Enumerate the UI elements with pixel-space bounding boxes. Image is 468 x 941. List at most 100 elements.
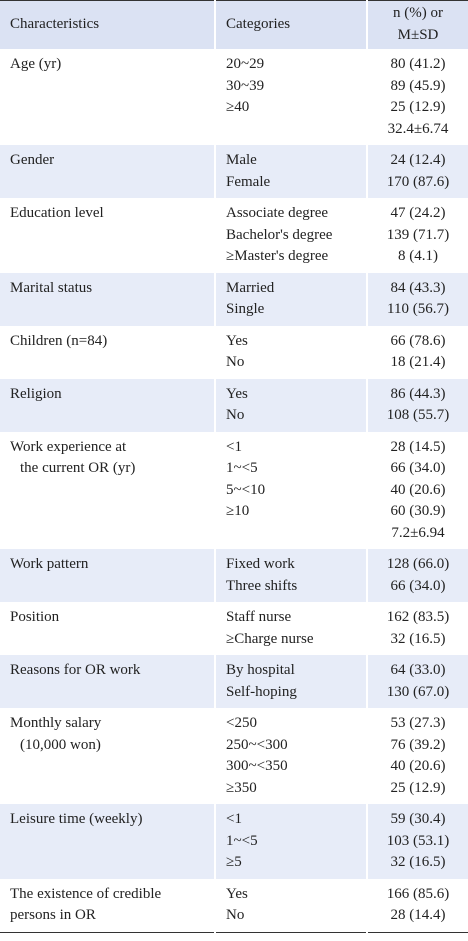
cell-line: 80 (41.2) [390, 56, 446, 72]
cell-line: 25 (12.9) [390, 779, 446, 796]
characteristic-cell: Reasons for OR work [0, 655, 215, 708]
cell-line: Bachelor's degree [226, 226, 333, 243]
table-row: Leisure time (weekly) <1 1~<5 ≥5 59 (30.4) 10… [0, 804, 468, 879]
characteristic-cell: Children (n=84) [0, 326, 215, 379]
cell-line: ≥40 [226, 99, 250, 115]
cell-line: Female [226, 173, 271, 190]
cell-line: the current OR (yr) [20, 460, 136, 476]
cell-line: ≥Master's degree [226, 248, 329, 264]
table-row: Work experience at the current OR (yr) <1 1… [0, 431, 468, 550]
characteristic-cell: Religion [0, 378, 215, 432]
table-row: Marital status Married Single 84 (43.3) 110 … [0, 272, 468, 326]
cell-line: persons in OR [10, 907, 96, 923]
characteristic-cell: Marital status [0, 272, 215, 326]
header-row: Characteristics Categories n (%) or M±SD [0, 0, 468, 49]
cell-line: 32 (16.5) [390, 630, 446, 647]
characteristic-cell: Leisure time (weekly) [0, 804, 215, 879]
header-line: M±SD [397, 26, 439, 43]
value-cell: 162 (83.5) 32 (16.5) [366, 602, 468, 655]
cell-line: No [226, 354, 245, 370]
cell-line: ≥Charge nurse [226, 630, 314, 647]
cell-line: Yes [226, 885, 248, 902]
cell-line: Male [226, 152, 257, 168]
category-cell: Yes No [214, 878, 367, 932]
cell-line: 30~39 [226, 77, 265, 94]
cell-line: 130 (67.0) [386, 683, 450, 700]
cell-line: 1~<5 [226, 460, 258, 476]
cell-line: Position [10, 609, 60, 625]
characteristic-cell: Monthly salary (10,000 won) [0, 708, 215, 804]
value-cell: 84 (43.3) 110 (56.7) [366, 272, 468, 326]
cell-line: 5~<10 [226, 481, 266, 498]
cell-line: Monthly salary [10, 715, 102, 731]
characteristic-cell: Work pattern [0, 549, 215, 602]
characteristic-cell: Gender [0, 145, 215, 198]
cell-line: Self-hoping [226, 683, 297, 700]
cell-line: <1 [226, 811, 242, 827]
cell-line: 128 (66.0) [386, 556, 450, 572]
characteristic-cell: Work experience at the current OR (yr) [0, 432, 215, 550]
cell-line: 86 (44.3) [390, 385, 446, 402]
header-cell: Characteristics [0, 0, 215, 49]
table-body: Age (yr) 20~29 30~39 ≥40 80 (41.2) 89 (45.9) 2… [0, 49, 468, 932]
cell-line: 139 (71.7) [386, 226, 450, 243]
cell-line: 84 (43.3) [390, 279, 446, 296]
cell-line: Religion [10, 385, 62, 402]
cell-line: 32.4±6.74 [387, 120, 449, 137]
cell-line: 40 (20.6) [390, 481, 446, 498]
cell-line: No [226, 407, 245, 423]
value-cell: 53 (27.3) 76 (39.2) 40 (20.6) 25 (12.9) [366, 708, 468, 804]
characteristic-cell: Age (yr) [0, 49, 215, 145]
cell-line: 162 (83.5) [386, 609, 450, 625]
table-row: Monthly salary (10,000 won) <250 250~<300 30… [0, 708, 468, 804]
cell-line: 76 (39.2) [390, 736, 446, 753]
category-cell: <250 250~<300 300~<350 ≥350 [214, 708, 367, 804]
cell-line: 60 (30.9) [390, 503, 446, 519]
table-row: Reasons for OR work By hospital Self-hopin… [0, 655, 468, 708]
cell-line: 108 (55.7) [386, 407, 450, 423]
category-cell: 20~29 30~39 ≥40 [214, 49, 367, 145]
cell-line: Fixed work [226, 556, 295, 572]
cell-line: 28 (14.4) [390, 907, 446, 923]
category-cell: Staff nurse ≥Charge nurse [214, 602, 367, 655]
value-cell: 64 (33.0) 130 (67.0) [366, 655, 468, 708]
value-cell: 86 (44.3) 108 (55.7) [366, 378, 468, 432]
header-cell: Categories [214, 0, 367, 49]
cell-line: 103 (53.1) [386, 832, 450, 849]
table-row: Education level Associate degree Bachelor'… [0, 198, 468, 273]
cell-line: 53 (27.3) [390, 715, 446, 731]
cell-line: (10,000 won) [20, 736, 101, 753]
cell-line: 66 (34.0) [390, 577, 446, 594]
cell-line: ≥350 [226, 779, 257, 796]
cell-line: 40 (20.6) [390, 758, 446, 774]
characteristic-cell: Education level [0, 198, 215, 273]
value-cell: 24 (12.4) 170 (87.6) [366, 145, 468, 198]
cell-line: 59 (30.4) [390, 811, 446, 827]
cell-line: 47 (24.2) [390, 205, 446, 221]
table-row: Work pattern Fixed work Three shifts 128 (6… [0, 549, 468, 602]
cell-line: Reasons for OR work [10, 662, 141, 678]
cell-line: 28 (14.5) [390, 438, 446, 455]
category-cell: Male Female [214, 145, 367, 198]
value-cell: 166 (85.6) 28 (14.4) [366, 878, 468, 932]
header-cell: n (%) or M±SD [366, 0, 468, 49]
cell-line: 66 (34.0) [390, 460, 446, 476]
cell-line: 20~29 [226, 56, 265, 72]
characteristic-cell: Position [0, 602, 215, 655]
category-cell: <1 1~<5 ≥5 [214, 804, 367, 879]
category-cell: Yes No [214, 325, 367, 379]
cell-line: 32 (16.5) [390, 854, 446, 870]
cell-line: Married [226, 279, 275, 296]
cell-line: Yes [226, 385, 248, 402]
cell-line: 250~<300 [226, 736, 288, 753]
table-row: Position Staff nurse ≥Charge nurse 162 (83.… [0, 602, 468, 655]
cell-line: Marital status [10, 279, 93, 296]
cell-line: Age (yr) [10, 56, 62, 72]
category-cell: <1 1~<5 5~<10 ≥10 [214, 431, 367, 549]
category-cell: By hospital Self-hoping [214, 655, 367, 708]
cell-line: 89 (45.9) [390, 77, 446, 94]
value-cell: 47 (24.2) 139 (71.7) 8 (4.1) [366, 198, 468, 273]
cell-line: Associate degree [226, 205, 329, 221]
